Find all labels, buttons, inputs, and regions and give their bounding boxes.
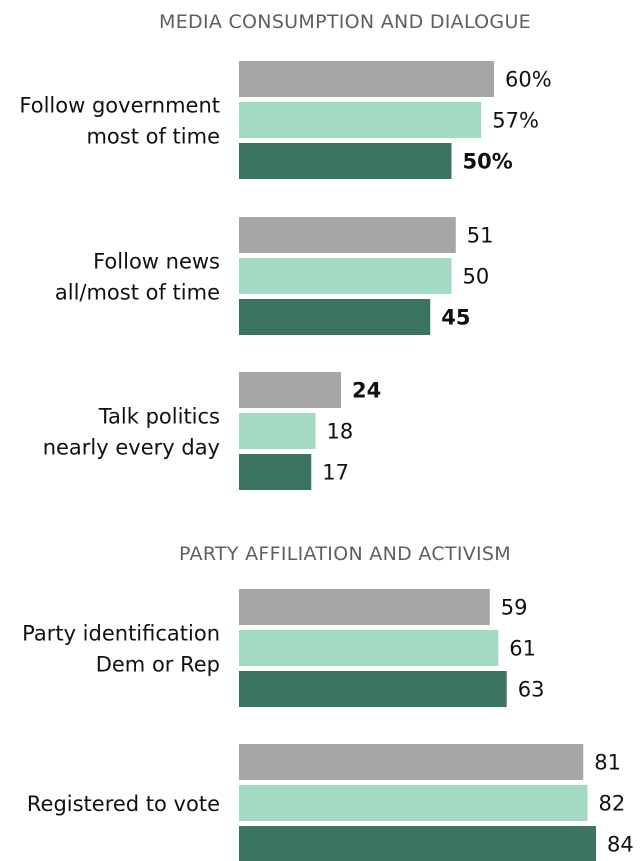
row-label: nearly every day — [43, 436, 220, 460]
row-label: Talk politics — [98, 405, 220, 429]
row-label: most of time — [86, 125, 220, 149]
data-label: 51 — [467, 224, 494, 248]
row-label: Follow news — [93, 250, 220, 274]
row-label: Party identification — [22, 622, 220, 646]
data-label: 61 — [509, 637, 536, 661]
data-label: 81 — [594, 751, 621, 775]
data-label: 60% — [505, 68, 552, 92]
row-label: Dem or Rep — [96, 653, 220, 677]
row-label: all/most of time — [55, 281, 220, 305]
data-label: 17 — [322, 461, 349, 485]
section-title: MEDIA CONSUMPTION AND DIALOGUE — [159, 11, 531, 33]
data-label: 18 — [327, 420, 354, 444]
data-label: 50 — [463, 265, 490, 289]
bar — [239, 744, 584, 780]
row-label: Follow government — [19, 94, 220, 118]
bar — [239, 826, 596, 861]
bar — [239, 785, 588, 821]
data-label: 82 — [599, 792, 626, 816]
bar — [239, 630, 499, 666]
section-title: PARTY AFFILIATION AND ACTIVISM — [179, 543, 511, 565]
data-label: 63 — [518, 678, 545, 702]
bar — [239, 102, 482, 138]
bar — [239, 671, 507, 707]
bar — [239, 589, 490, 625]
data-label: 59 — [501, 596, 528, 620]
data-label: 24 — [352, 379, 381, 403]
bar — [239, 217, 456, 253]
data-label: 45 — [441, 306, 470, 330]
data-label: 57% — [492, 109, 539, 133]
bar — [239, 299, 431, 335]
row-label: Registered to vote — [27, 792, 220, 816]
data-label: 84 — [607, 833, 634, 857]
bar — [239, 61, 494, 97]
bar — [239, 143, 452, 179]
bar — [239, 258, 452, 294]
data-label: 50% — [463, 150, 513, 174]
bar — [239, 413, 316, 449]
bar — [239, 372, 341, 408]
bar — [239, 454, 312, 490]
